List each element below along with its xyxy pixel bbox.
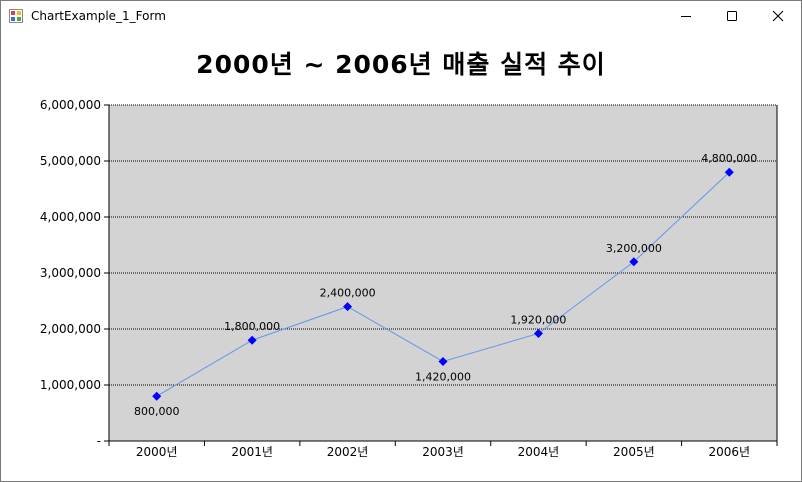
chart-title: 2000년 ~ 2006년 매출 실적 추이 [196, 50, 606, 79]
maximize-button[interactable] [709, 1, 755, 31]
y-tick-label: 6,000,000 [40, 98, 101, 112]
data-point [247, 335, 257, 345]
data-label: 1,920,000 [510, 313, 566, 326]
y-tick-label: 4,000,000 [40, 210, 101, 224]
y-tick-label: 1,000,000 [40, 378, 101, 392]
maximize-icon [727, 11, 737, 21]
data-label: 3,200,000 [606, 242, 662, 255]
x-tick-label: 2006년 [708, 445, 750, 459]
app-icon [9, 9, 23, 23]
minimize-icon [681, 16, 691, 17]
x-tick-label: 2005년 [613, 445, 655, 459]
x-tick-label: 2004년 [518, 445, 560, 459]
data-label: 4,800,000 [701, 152, 757, 165]
data-point [438, 356, 448, 366]
y-tick-label: 3,000,000 [40, 266, 101, 280]
y-tick-label: - [97, 434, 101, 448]
data-label: 1,420,000 [415, 370, 471, 383]
data-label: 2,400,000 [320, 287, 376, 300]
close-button[interactable] [755, 1, 801, 31]
data-point [152, 391, 162, 401]
x-tick-label: 2001년 [231, 445, 273, 459]
y-tick-label: 2,000,000 [40, 322, 101, 336]
data-label: 1,800,000 [224, 320, 280, 333]
data-point [629, 257, 639, 267]
x-tick-label: 2002년 [327, 445, 369, 459]
data-label: 800,000 [134, 405, 180, 418]
y-tick-label: 5,000,000 [40, 154, 101, 168]
data-point [533, 328, 543, 338]
minimize-button[interactable] [663, 1, 709, 31]
title-bar[interactable]: ChartExample_1_Form [1, 1, 801, 31]
close-icon [772, 10, 784, 22]
window-title: ChartExample_1_Form [31, 9, 166, 23]
x-tick-label: 2003년 [422, 445, 464, 459]
data-point [724, 167, 734, 177]
data-point [343, 302, 353, 312]
x-tick-label: 2000년 [136, 445, 178, 459]
